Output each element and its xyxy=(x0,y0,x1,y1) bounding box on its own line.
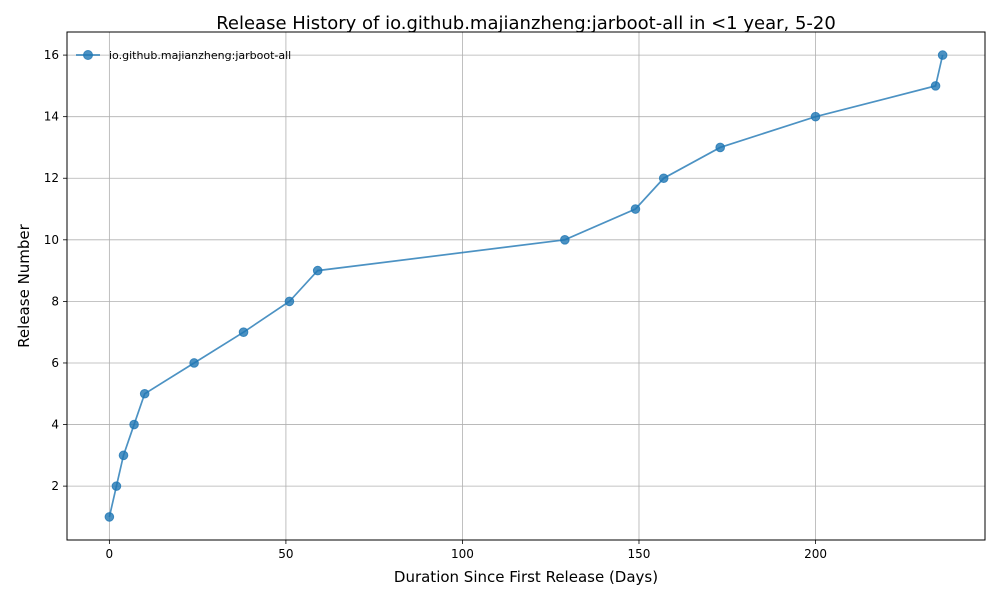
data-point xyxy=(937,50,948,60)
chart-title: Release History of io.github.majianzheng… xyxy=(216,13,836,34)
y-tick-label: 6 xyxy=(51,356,59,370)
y-tick-label: 12 xyxy=(44,171,59,185)
data-point xyxy=(560,235,570,245)
data-point xyxy=(930,81,941,91)
data-point xyxy=(189,358,199,368)
y-tick-label: 4 xyxy=(51,418,59,432)
y-tick-label: 10 xyxy=(44,233,59,247)
series-line xyxy=(108,54,944,518)
data-point xyxy=(810,111,821,122)
plot-area-frame xyxy=(66,31,986,541)
data-point xyxy=(630,204,641,214)
data-point xyxy=(238,327,249,337)
y-tick-label: 8 xyxy=(51,294,59,308)
data-point xyxy=(715,142,725,153)
chart-legend: io.github.majianzheng:jarboot-all xyxy=(76,49,291,62)
x-tick-label: 50 xyxy=(278,547,293,561)
x-tick-label: 150 xyxy=(628,547,651,561)
axis-ticks: 0 50 100 150 200 2 4 6 8 10 12 14 16 xyxy=(44,48,827,561)
x-tick-label: 100 xyxy=(451,547,474,561)
data-point xyxy=(104,512,115,522)
data-point xyxy=(118,450,129,461)
data-point xyxy=(139,388,150,399)
legend-marker-swatch xyxy=(83,50,93,60)
y-axis-label: Release Number xyxy=(15,223,33,347)
x-axis-label: Duration Since First Release (Days) xyxy=(394,568,658,586)
grid-lines xyxy=(67,32,985,540)
x-tick-label: 0 xyxy=(106,547,114,561)
data-point xyxy=(658,173,669,184)
y-tick-label: 2 xyxy=(51,479,59,493)
y-tick-label: 14 xyxy=(44,110,59,124)
data-point xyxy=(312,265,323,276)
data-point xyxy=(129,419,139,430)
y-tick-label: 16 xyxy=(44,48,59,62)
legend-label: io.github.majianzheng:jarboot-all xyxy=(109,49,291,62)
data-point xyxy=(284,296,295,307)
x-tick-label: 200 xyxy=(804,547,827,561)
data-series xyxy=(104,50,948,522)
data-point xyxy=(111,481,122,491)
